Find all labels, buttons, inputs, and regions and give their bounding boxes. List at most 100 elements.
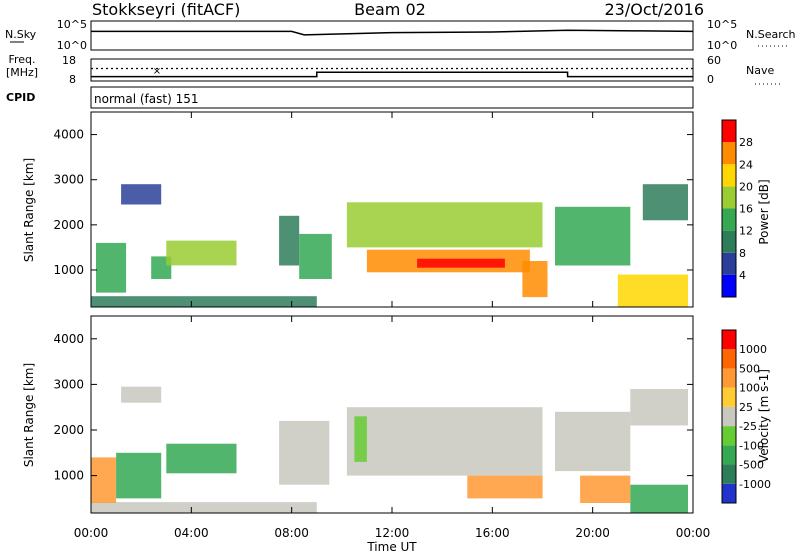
- nave-tick-top: 60: [707, 54, 721, 67]
- colorbar-segment: [722, 164, 736, 187]
- colorbar-tick-label: -500: [739, 459, 764, 472]
- nave-tick-bottom: 0: [707, 73, 714, 86]
- scatter-region-10: [580, 475, 631, 503]
- nsky-strip-frame: [90, 20, 694, 51]
- colorbar-segment: [722, 483, 736, 503]
- freq-label: Freq.: [8, 53, 35, 66]
- freq-marker: ×: [153, 66, 161, 77]
- freq-unit-label: [MHz]: [6, 66, 38, 79]
- nsearch-tick-bottom: 10^0: [707, 39, 737, 52]
- scatter-region-4: [166, 443, 237, 474]
- cpid-label: CPID: [6, 91, 35, 104]
- colorbar-segment: [722, 252, 736, 275]
- y-tick-label: 1000: [53, 263, 84, 277]
- x-axis-label: Time UT: [366, 540, 417, 554]
- colorbar-tick-label: 20: [739, 180, 753, 193]
- scatter-region-6: [299, 233, 332, 279]
- colorbar-segment: [722, 426, 736, 446]
- x-tick-label: 20:00: [575, 526, 610, 540]
- colorbar-segment: [722, 120, 736, 143]
- velocity-colorbar: 1000 500 100 25 -25 -100 -500 -1000: [721, 329, 771, 504]
- scatter-region-9: [555, 411, 631, 472]
- scatter-region-11: [555, 206, 631, 266]
- scatter-region-8: [467, 475, 543, 499]
- power-colorbar: 28 24 20 16 12 8 4: [721, 119, 753, 298]
- scatter-region-3: [121, 386, 162, 403]
- velocity-y-axis: 4000 3000 2000 1000: [53, 332, 693, 483]
- power-y-axis-label: Slant Range [km]: [22, 158, 36, 262]
- colorbar-segment: [722, 406, 736, 427]
- station-title: Stokkseyri (fitACF): [92, 0, 240, 19]
- colorbar-segment: [722, 208, 736, 231]
- cpid-value: normal (fast) 151: [94, 92, 198, 106]
- colorbar-segment: [722, 368, 736, 388]
- scatter-region-4: [166, 240, 237, 266]
- nsky-label: N.Sky: [5, 28, 37, 41]
- colorbar-tick-label: 24: [739, 158, 753, 171]
- freq-tick-top: 18: [62, 54, 76, 67]
- colorbar-tick-label: 12: [739, 225, 753, 238]
- scatter-region-12: [630, 389, 688, 426]
- nsky-series-line: [91, 29, 694, 36]
- x-tick-label: 12:00: [375, 526, 410, 540]
- colorbar-segment: [722, 387, 736, 407]
- colorbar-tick-label: 25: [739, 401, 753, 414]
- scatter-region-7: [346, 202, 543, 248]
- colorbar-segment: [722, 142, 736, 165]
- scatter-region-2: [121, 184, 162, 205]
- scatter-region-5: [279, 420, 330, 485]
- colorbar-segment: [722, 464, 736, 484]
- power-colorbar-label: Power [dB]: [757, 179, 771, 244]
- colorbar-segment: [722, 349, 736, 369]
- colorbar-tick-label: 1000: [739, 343, 767, 356]
- x-tick-label: 08:00: [274, 526, 309, 540]
- velocity-data-layer: [91, 386, 688, 513]
- nsky-tick-bottom: 10^0: [57, 39, 87, 52]
- freq-strip-frame: [90, 58, 694, 82]
- x-tick-label: 00:00: [74, 526, 109, 540]
- y-tick-label: 3000: [53, 377, 84, 391]
- colorbar-segment: [722, 274, 736, 297]
- freq-series-line: [91, 71, 693, 78]
- scatter-region-7: [354, 416, 367, 462]
- x-tick-label: 04:00: [174, 526, 209, 540]
- colorbar-tick-label: 28: [739, 136, 753, 149]
- y-tick-label: 4000: [53, 128, 84, 142]
- colorbar-segment: [722, 230, 736, 253]
- nsearch-label: N.Search: [746, 28, 796, 41]
- y-tick-label: 2000: [53, 423, 84, 437]
- cpid-strip-frame: [90, 86, 694, 109]
- scatter-region-9: [417, 258, 505, 268]
- y-tick-label: 1000: [53, 469, 84, 483]
- scatter-region-11: [630, 484, 688, 513]
- power-x-axis: [90, 112, 694, 307]
- colorbar-tick-label: -100: [739, 439, 764, 452]
- velocity-x-axis: [90, 316, 694, 513]
- colorbar-tick-label: 500: [739, 362, 760, 375]
- scatter-region-10: [522, 261, 548, 298]
- scatter-region-0: [91, 502, 317, 513]
- colorbar-segment: [722, 330, 736, 350]
- time-axis-labels: 00:00 04:00 08:00 12:00 16:00 20:00 00:00: [74, 526, 711, 540]
- scatter-region-0: [91, 296, 317, 307]
- scatter-region-12: [617, 274, 688, 307]
- freq-tick-bottom: 8: [69, 73, 76, 86]
- velocity-panel: 4000 3000 2000 1000 Slant Range [km]: [22, 315, 694, 514]
- colorbar-frame: [721, 329, 737, 504]
- velocity-colorbar-label: Velocity [m s-1]: [757, 369, 771, 463]
- scatter-region-5: [279, 215, 300, 266]
- colorbar-tick-label: 4: [739, 269, 746, 282]
- nsky-tick-top: 10^5: [57, 18, 87, 31]
- scatter-region-3: [151, 256, 172, 279]
- colorbar-tick-label: -25: [739, 420, 757, 433]
- beam-title: Beam 02: [354, 0, 426, 19]
- colorbar-tick-label: -1000: [739, 478, 771, 491]
- x-tick-label: 00:00: [676, 526, 711, 540]
- colorbar-segment: [722, 445, 736, 465]
- x-tick-label: 16:00: [475, 526, 510, 540]
- power-data-layer: [91, 184, 688, 307]
- y-tick-label: 3000: [53, 173, 84, 187]
- velocity-y-axis-label: Slant Range [km]: [22, 363, 36, 467]
- scatter-region-6: [346, 407, 543, 476]
